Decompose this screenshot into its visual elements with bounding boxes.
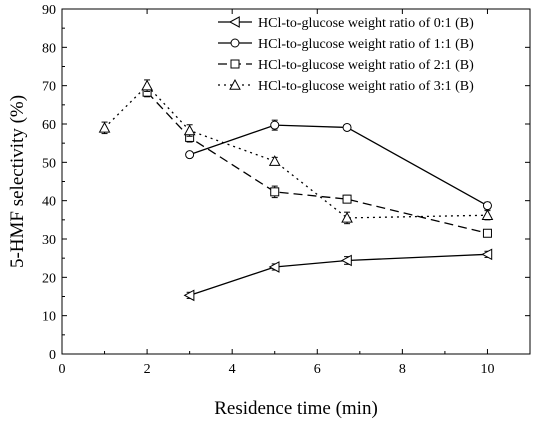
y-tick-label: 10 xyxy=(42,310,56,325)
data-point xyxy=(141,79,153,91)
data-point xyxy=(341,211,353,223)
legend-label: HCl-to-glucose weight ratio of 1:1 (B) xyxy=(258,37,474,52)
legend-label: HCl-to-glucose weight ratio of 2:1 (B) xyxy=(258,58,474,73)
y-axis-title: 5-HMF selectivity (%) xyxy=(7,95,28,268)
x-tick-label: 6 xyxy=(314,362,321,377)
legend-marker xyxy=(230,59,240,69)
y-tick-label: 20 xyxy=(42,271,56,286)
series-0 xyxy=(183,248,493,302)
x-tick-label: 0 xyxy=(59,362,66,377)
y-tick-label: 90 xyxy=(42,3,56,18)
legend-marker xyxy=(228,16,240,28)
x-axis-title: Residence time (min) xyxy=(214,398,378,419)
y-tick-label: 80 xyxy=(42,41,56,56)
data-point xyxy=(270,120,280,130)
legend-marker xyxy=(230,38,240,48)
data-point xyxy=(482,201,492,211)
data-point xyxy=(98,121,111,133)
legend-marker xyxy=(229,78,241,90)
y-tick-label: 70 xyxy=(42,80,56,95)
data-point xyxy=(342,122,352,132)
legend-label: HCl-to-glucose weight ratio of 0:1 (B) xyxy=(258,16,474,31)
y-tick-label: 30 xyxy=(42,233,56,248)
data-point xyxy=(185,150,195,160)
data-point xyxy=(268,155,281,166)
legend: HCl-to-glucose weight ratio of 0:1 (B) HC… xyxy=(218,16,474,94)
y-tick-label: 50 xyxy=(42,156,56,171)
data-point xyxy=(481,209,494,220)
x-tick-label: 10 xyxy=(480,362,494,377)
x-tick-label: 8 xyxy=(399,362,406,377)
x-tick-label: 2 xyxy=(144,362,151,377)
y-tick-label: 0 xyxy=(49,348,56,363)
data-point xyxy=(268,261,280,273)
data-point xyxy=(481,248,493,261)
data-point xyxy=(341,254,352,267)
series-line xyxy=(189,124,488,207)
data-point xyxy=(183,124,196,136)
series-2 xyxy=(142,87,492,238)
x-tick-label: 4 xyxy=(229,362,236,377)
data-point xyxy=(342,194,352,204)
series-3 xyxy=(98,79,494,225)
legend-label: HCl-to-glucose weight ratio of 3:1 (B) xyxy=(258,79,474,94)
data-point xyxy=(183,289,195,302)
series-line xyxy=(189,253,488,296)
y-tick-label: 40 xyxy=(42,195,56,210)
series-line xyxy=(104,84,488,219)
y-tick-label: 60 xyxy=(42,118,56,133)
series-line xyxy=(146,91,488,234)
data-point xyxy=(270,187,280,197)
data-point xyxy=(482,228,492,238)
